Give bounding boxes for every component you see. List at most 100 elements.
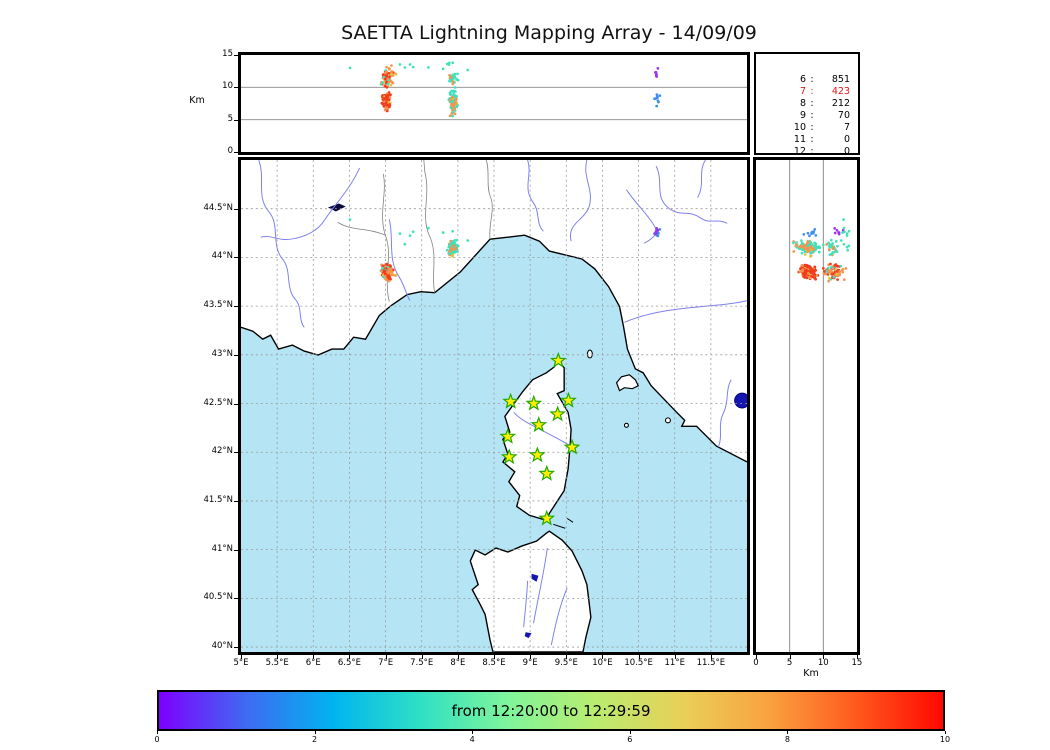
source-count-value: 851 [831, 74, 850, 85]
lon-tick [674, 655, 676, 659]
station-marker [525, 394, 543, 411]
right-altitude-tick-label: 0 [753, 658, 759, 668]
mainland-coastline [241, 234, 747, 463]
station-marker [528, 446, 546, 463]
lon-tick [602, 655, 604, 659]
separator: : [810, 98, 814, 109]
lat-tick-label: 40°N [211, 641, 233, 651]
map-plot [241, 160, 747, 652]
lat-tick-label: 41.5°N [203, 494, 233, 505]
lon-tick-label: 10°E [592, 658, 613, 668]
source-count-row: 6: 851 [756, 74, 858, 86]
lat-tick [234, 257, 238, 259]
source-count-row: 8: 212 [756, 98, 858, 110]
station-marker [549, 405, 566, 422]
minute-label: 12 [793, 146, 806, 157]
lon-tick [277, 655, 279, 659]
lat-tick-label: 44.5°N [203, 202, 233, 213]
right-altitude-tick [789, 655, 791, 659]
lon-tick-label: 5.5°E [265, 658, 289, 668]
separator: : [810, 122, 814, 133]
colorbar-tick-label: 2 [312, 735, 318, 744]
altitude-tick [234, 119, 238, 121]
colorbar-tick [472, 731, 474, 734]
colorbar-tick-label: 10 [939, 735, 951, 744]
lat-tick [234, 452, 238, 454]
lat-tick-label: 41°N [211, 543, 233, 554]
minute-label: 7 [799, 86, 806, 97]
source-count-row: 11: 0 [756, 134, 858, 146]
lat-tick-label: 42°N [211, 446, 233, 457]
lightning-points-layer [348, 218, 662, 283]
altitude-latitude-plot [789, 160, 851, 652]
lon-tick [349, 655, 351, 659]
lon-tick [421, 655, 423, 659]
altitude-tick-label: 10 [222, 81, 233, 92]
altitude-tick-label: 0 [227, 146, 233, 156]
lon-tick-label: 8°E [450, 658, 466, 668]
grid-layer [241, 86, 747, 121]
source-count-row: 7: 423 [756, 86, 858, 98]
colorbar-tick [945, 731, 946, 734]
lat-tick [234, 403, 238, 405]
altitude-longitude-plot [241, 61, 747, 121]
source-count-value: 7 [843, 122, 850, 133]
colorbar-tick [314, 731, 316, 734]
lon-tick-label: 7.5°E [410, 658, 434, 668]
station-marker [563, 438, 581, 455]
source-count-value: 0 [843, 146, 850, 157]
top-panel-y-axis-label: Km [189, 95, 205, 106]
altitude-tick [234, 55, 238, 56]
altitude-tick [234, 87, 238, 89]
lat-tick [234, 306, 238, 308]
rivers-layer [258, 160, 747, 646]
colorbar-tick-label: 6 [627, 735, 633, 744]
bonifacio-skerries [553, 517, 574, 529]
source-count-rows: 6:851 7:423 8:212 9:70 10:7 11:0 12:0 [756, 74, 858, 158]
minute-label: 6 [799, 74, 806, 85]
source-count-value: 70 [837, 110, 850, 121]
sardinia-island [469, 530, 592, 652]
lightning-points-layer [348, 61, 662, 118]
right-altitude-tick [756, 655, 757, 659]
lon-tick [313, 655, 315, 659]
map-panel [238, 157, 750, 655]
altitude-tick [234, 152, 238, 153]
lat-tick [234, 549, 238, 551]
right-altitude-tick-label: 10 [817, 658, 829, 668]
lat-tick-label: 44°N [211, 251, 233, 262]
lat-tick-label: 40.5°N [203, 592, 233, 603]
lon-tick-label: 10.5°E [624, 658, 653, 668]
right-altitude-tick-label: 15 [851, 658, 863, 668]
lon-tick-label: 11°E [664, 658, 685, 668]
source-count-row: 10: 7 [756, 122, 858, 134]
separator: : [810, 86, 814, 97]
lon-tick-label: 11.5°E [696, 658, 726, 668]
figure-title: SAETTA Lightning Mapping Array - 14/09/0… [341, 22, 757, 44]
source-count-value: 423 [831, 86, 850, 97]
lake-bolsena [734, 392, 747, 409]
station-marker [538, 509, 556, 526]
lon-tick-label: 6.5°E [337, 658, 361, 668]
lat-tick [234, 598, 238, 600]
colorbar-tick [629, 731, 631, 734]
separator: : [810, 134, 814, 145]
elba-island [615, 374, 640, 392]
station-marker [549, 351, 567, 368]
lon-tick [638, 655, 640, 659]
station-marker [530, 416, 548, 433]
lon-tick-label: 9.5°E [554, 658, 578, 668]
source-count-row: 9: 70 [756, 110, 858, 122]
lat-tick [234, 647, 238, 648]
lat-tick [234, 354, 238, 356]
lat-tick [234, 208, 238, 210]
pianosa-island [623, 422, 629, 428]
lon-tick [530, 655, 532, 659]
lon-tick [710, 655, 712, 659]
colorbar-label: from 12:20:00 to 12:29:59 [451, 701, 651, 720]
source-count-row: 12: 0 [756, 146, 858, 158]
altitude-latitude-panel [753, 157, 860, 655]
lat-tick-label: 43°N [211, 348, 233, 359]
colorbar-tick [157, 731, 158, 734]
